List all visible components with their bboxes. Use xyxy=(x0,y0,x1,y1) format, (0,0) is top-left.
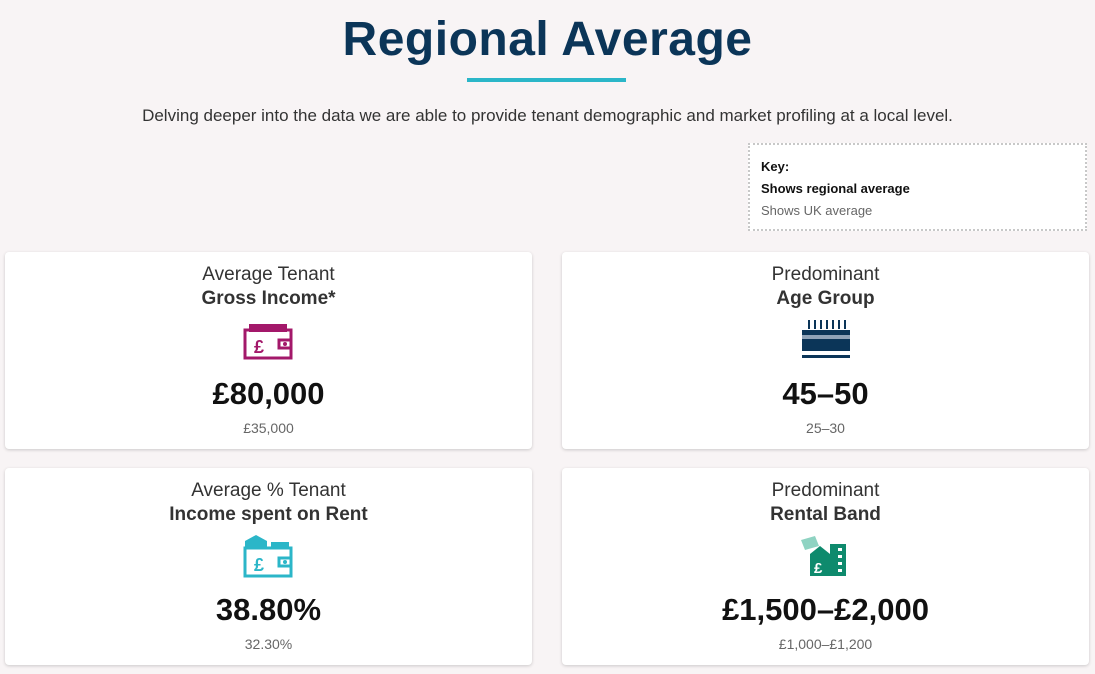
regional-value: £1,500–£2,000 xyxy=(722,592,929,627)
uk-value: £1,000–£1,200 xyxy=(778,636,873,652)
age-group-card: Predominant Age Group 45–50 25–30 xyxy=(562,252,1089,449)
regional-value: 45–50 xyxy=(782,376,869,411)
card-heading: Predominant xyxy=(771,264,880,285)
svg-text:£: £ xyxy=(814,560,823,577)
birthday-cake-icon xyxy=(801,320,850,358)
card-heading: Average % Tenant xyxy=(191,480,346,501)
regional-value: 38.80% xyxy=(215,592,322,627)
wallet-pound-icon: £ xyxy=(243,324,292,360)
income-on-rent-card: Average % Tenant Income spent on Rent £ … xyxy=(5,468,532,665)
key-title: Key: xyxy=(761,159,790,174)
uk-value: 32.30% xyxy=(244,636,293,652)
key-regional-average: Shows regional average xyxy=(761,181,910,196)
property-price-tag-icon: £ xyxy=(800,536,846,577)
card-subheading: Age Group xyxy=(776,288,875,309)
wallet-house-icon: £ xyxy=(243,535,292,578)
title-underline xyxy=(467,78,626,82)
card-subheading: Gross Income* xyxy=(201,288,336,309)
gross-income-card: Average Tenant Gross Income* £ £80,000 £… xyxy=(5,252,532,449)
card-heading: Predominant xyxy=(771,480,880,501)
svg-text:£: £ xyxy=(254,337,264,357)
intro-text: Delving deeper into the data we are able… xyxy=(142,106,953,125)
uk-value: 25–30 xyxy=(806,420,845,436)
svg-text:£: £ xyxy=(254,555,264,575)
regional-value: £80,000 xyxy=(212,376,325,411)
key-uk-average: Shows UK average xyxy=(761,203,873,218)
key-box: Key: Shows regional average Shows UK ave… xyxy=(748,143,1087,231)
page-title: Regional Average xyxy=(342,13,753,66)
card-heading: Average Tenant xyxy=(202,264,335,285)
card-subheading: Income spent on Rent xyxy=(169,504,368,525)
rental-band-card: Predominant Rental Band £ £1,500–£2,000 … xyxy=(562,468,1089,665)
card-subheading: Rental Band xyxy=(770,504,881,525)
uk-value: £35,000 xyxy=(243,420,294,436)
